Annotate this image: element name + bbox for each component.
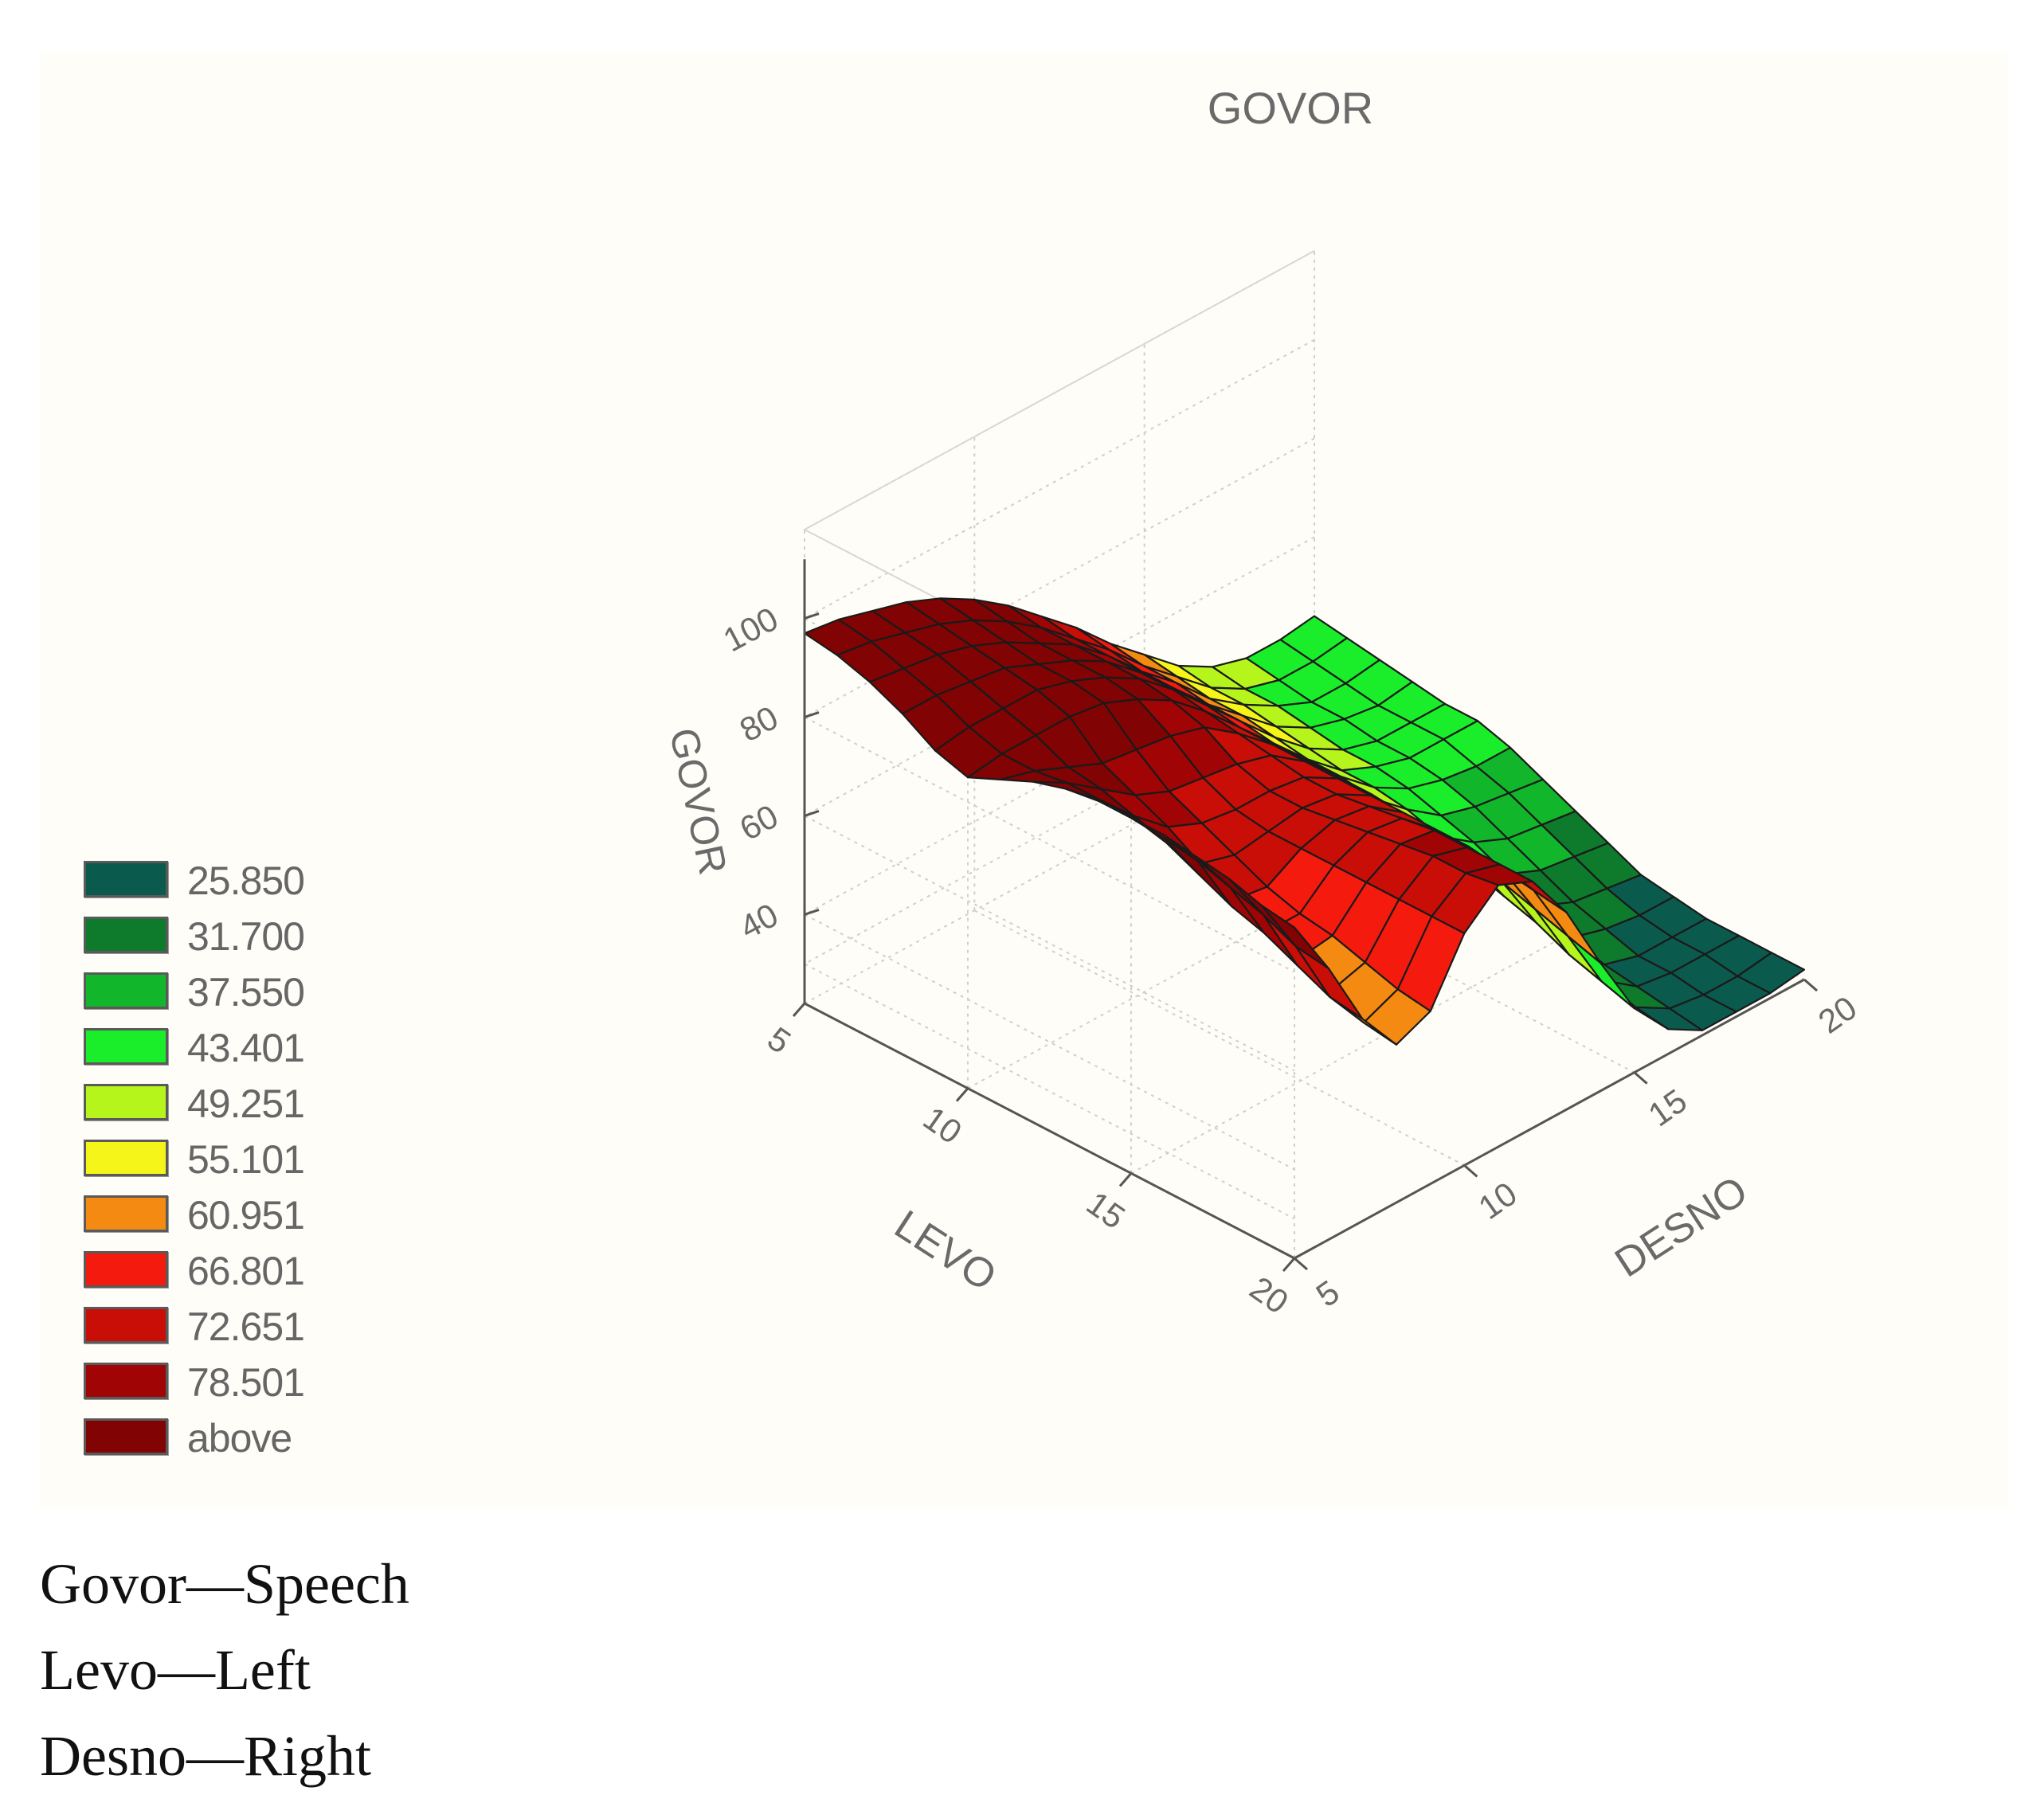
desno-tick-label: 20 xyxy=(1811,988,1863,1040)
surface-chart: 40 60 80 100 5 10 15 20 5 10 15 20 GOVOR LEVO DESNO GO… xyxy=(661,83,1863,1321)
legend-swatch xyxy=(84,972,168,1009)
legend-item: 78.501 xyxy=(84,1356,354,1412)
caption-desno: Desno—Right xyxy=(40,1724,372,1788)
legend-item: 72.651 xyxy=(84,1300,354,1356)
legend-label: 25.850 xyxy=(187,858,305,903)
legend-swatch xyxy=(84,1140,168,1176)
legend-label: above xyxy=(187,1416,292,1461)
legend-swatch xyxy=(84,1195,168,1232)
legend-label: 37.550 xyxy=(187,970,305,1015)
legend-label: 78.501 xyxy=(187,1360,305,1405)
legend-swatch xyxy=(84,1363,168,1399)
legend-item: 43.401 xyxy=(84,1022,354,1077)
levo-tick xyxy=(1118,1172,1133,1187)
levo-tick xyxy=(792,1003,806,1017)
desno-tick-label: 15 xyxy=(1642,1081,1694,1133)
levo-tick-label: 20 xyxy=(1243,1269,1295,1320)
desno-tick xyxy=(1463,1164,1478,1178)
z-tick xyxy=(804,612,820,620)
levo-axis-line xyxy=(804,1002,1295,1260)
levo-tick xyxy=(955,1087,969,1102)
legend-label: 31.700 xyxy=(187,914,305,959)
z-tick xyxy=(804,810,820,817)
legend-item: above xyxy=(84,1412,354,1468)
legend: 25.850 31.700 37.550 43.401 49.251 55.101 60.9… xyxy=(84,855,354,1468)
legend-item: 55.101 xyxy=(84,1133,354,1189)
legend-item: 66.801 xyxy=(84,1245,354,1300)
z-tick xyxy=(804,711,820,718)
caption-govor: Govor—Speech xyxy=(40,1552,409,1616)
caption: Govor—Speech Levo—Left Desno—Right xyxy=(40,1541,409,1799)
surface-cell xyxy=(1260,905,1329,969)
legend-swatch xyxy=(84,861,168,898)
desno-tick-label: 5 xyxy=(1310,1273,1346,1314)
chart-title: GOVOR xyxy=(1208,83,1373,133)
legend-label: 55.101 xyxy=(187,1137,305,1182)
legend-swatch xyxy=(84,1028,168,1065)
legend-label: 49.251 xyxy=(187,1081,305,1126)
legend-label: 60.951 xyxy=(187,1193,305,1238)
legend-swatch xyxy=(84,917,168,953)
desno-axis-line xyxy=(1294,978,1805,1260)
z-tick-label: 100 xyxy=(717,600,784,659)
desno-axis-title: DESNO xyxy=(1607,1167,1756,1286)
levo-tick-label: 15 xyxy=(1080,1184,1132,1236)
levo-tick-label: 5 xyxy=(761,1019,797,1061)
z-tick-label: 40 xyxy=(734,896,784,946)
levo-tick-label: 10 xyxy=(917,1099,969,1151)
legend-swatch xyxy=(84,1307,168,1343)
legend-swatch xyxy=(84,1418,168,1455)
legend-item: 60.951 xyxy=(84,1189,354,1245)
legend-label: 66.801 xyxy=(187,1249,305,1293)
legend-swatch xyxy=(84,1084,168,1120)
levo-tick xyxy=(1282,1257,1296,1272)
surface-mesh xyxy=(803,597,1806,1046)
legend-item: 25.850 xyxy=(84,855,354,910)
desno-tick xyxy=(1633,1071,1648,1085)
desno-tick xyxy=(1803,978,1818,992)
z-tick-label: 80 xyxy=(734,698,784,749)
caption-levo: Levo—Left xyxy=(40,1638,311,1702)
z-axis-title: GOVOR xyxy=(661,724,735,878)
z-tick xyxy=(804,909,820,916)
legend-label: 72.651 xyxy=(187,1304,305,1349)
legend-item: 37.550 xyxy=(84,966,354,1022)
legend-swatch xyxy=(84,1251,168,1288)
legend-label: 43.401 xyxy=(187,1026,305,1070)
z-tick-label: 60 xyxy=(734,797,784,847)
desno-tick xyxy=(1294,1257,1308,1271)
levo-axis-title: LEVO xyxy=(887,1202,1004,1300)
chart-figure: 40 60 80 100 5 10 15 20 5 10 15 20 GOVOR LEVO DESNO GO… xyxy=(40,52,2007,1509)
legend-item: 31.700 xyxy=(84,910,354,966)
desno-tick-label: 10 xyxy=(1471,1175,1523,1226)
legend-item: 49.251 xyxy=(84,1077,354,1133)
